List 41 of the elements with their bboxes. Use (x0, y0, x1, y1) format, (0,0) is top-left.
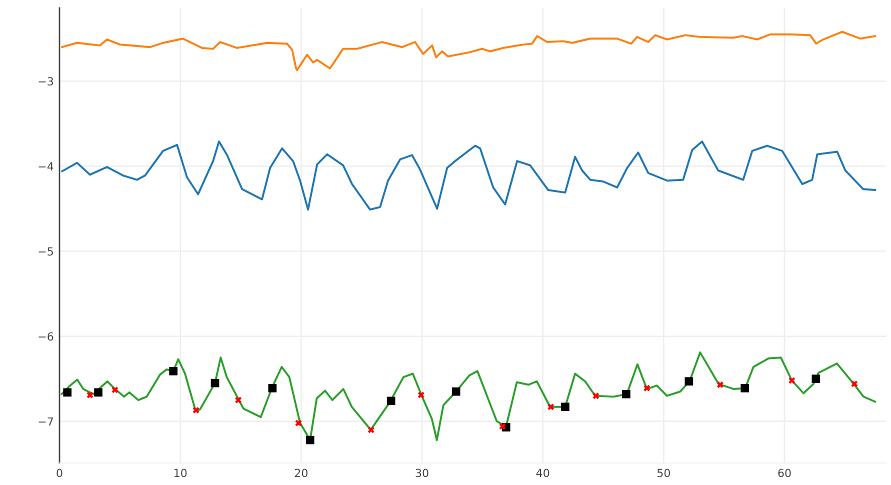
point (368, 426, 374, 434)
x-tick-label: 40 (536, 468, 550, 478)
point (716, 382, 724, 388)
y-tick-label: −6 (38, 332, 54, 341)
y-tick-label: −3 (38, 77, 54, 86)
point (169, 366, 178, 376)
point (86, 392, 94, 398)
point (418, 392, 424, 398)
point (63, 388, 72, 397)
x-tick-label: 60 (778, 468, 791, 478)
y-tick-label: −7 (38, 417, 53, 426)
x-tick-label: 10 (174, 468, 187, 478)
x-tick-label: 20 (294, 468, 308, 478)
point (644, 384, 650, 392)
line-series (61, 140, 876, 211)
x-tick-label: 30 (416, 468, 428, 478)
point (740, 384, 750, 392)
point (94, 388, 102, 397)
y-tick-label: −5 (38, 247, 53, 256)
x-tick-label: 50 (657, 468, 670, 478)
point (499, 423, 506, 430)
point (295, 420, 302, 426)
point (851, 380, 858, 388)
point (788, 377, 796, 384)
point (112, 386, 118, 394)
point (210, 378, 220, 388)
point (812, 374, 820, 383)
line-series (61, 30, 876, 72)
point (386, 396, 396, 406)
point (452, 387, 460, 396)
point (548, 404, 554, 410)
point (235, 396, 242, 404)
x-tick-label: 0 (56, 468, 62, 478)
y-tick-label: −4 (38, 162, 54, 170)
point (268, 384, 277, 392)
point (192, 407, 200, 414)
point (592, 392, 600, 400)
point (684, 377, 694, 386)
point (306, 436, 314, 444)
point (561, 402, 570, 412)
point (622, 390, 630, 398)
